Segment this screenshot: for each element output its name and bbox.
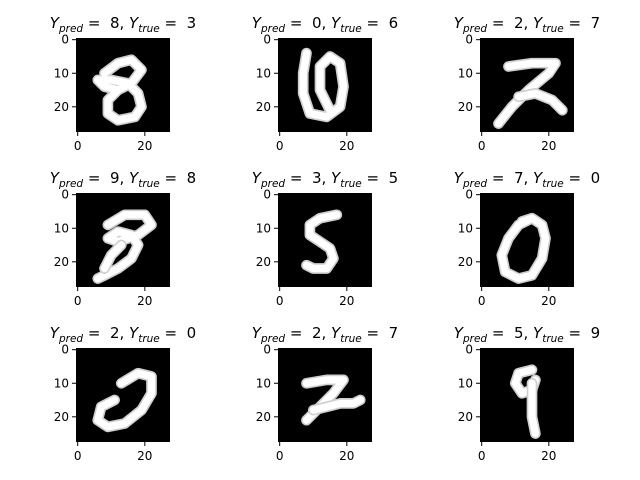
axes-frame	[76, 193, 170, 287]
digit-image	[493, 57, 568, 129]
axes-frame	[480, 38, 574, 132]
digit-image	[496, 212, 551, 284]
y-tick-label: 10	[54, 376, 69, 390]
subplot-1: 0 10 20 0 20 Ypred = 8, Ytrue = 3	[50, 14, 196, 153]
digit-image	[297, 47, 349, 123]
subplot-3: 0 10 20 0 20 Ypred = 2, Ytrue = 7	[454, 14, 600, 153]
axes-frame	[278, 193, 372, 287]
y-tick-label: 20	[458, 255, 473, 269]
subplot-6: 0 10 20 0 20 Ypred = 7, Ytrue = 0	[454, 169, 600, 308]
subplot-5: 0 10 20 0 20 Ypred = 3, Ytrue = 5	[252, 169, 398, 308]
digit-image	[509, 364, 541, 439]
subplot-7: 0 10 20 0 20 Ypred = 2, Ytrue = 0	[50, 324, 196, 463]
subplot-9: 0 10 20 0 20 Ypred = 5, Ytrue = 9	[454, 324, 600, 463]
x-tick-label: 0	[276, 449, 284, 463]
y-tick-label: 0	[465, 343, 473, 357]
subplot-title: Ypred = 8, Ytrue = 3	[50, 14, 196, 35]
x-tick-label: 20	[137, 294, 152, 308]
digit-stroke	[528, 379, 540, 438]
y-tick-label: 20	[256, 410, 271, 424]
subplot-4: 0 10 20 0 20 Ypred = 9, Ytrue = 8	[50, 169, 196, 308]
x-tick-label: 0	[74, 294, 82, 308]
y-tick-label: 0	[61, 188, 69, 202]
y-tick-label: 0	[263, 33, 271, 47]
x-tick-label: 20	[339, 449, 354, 463]
y-tick-label: 0	[263, 188, 271, 202]
subplot-8: 0 10 20 0 20 Ypred = 2, Ytrue = 7	[252, 324, 398, 463]
digit-stroke	[299, 49, 348, 121]
y-tick-label: 0	[465, 188, 473, 202]
x-tick-label: 0	[478, 294, 486, 308]
y-tick-label: 20	[458, 410, 473, 424]
x-tick-label: 0	[478, 449, 486, 463]
digit-image	[301, 209, 343, 274]
axes-frame	[278, 348, 372, 442]
y-tick-label: 10	[256, 376, 271, 390]
subplot-title: Ypred = 2, Ytrue = 0	[50, 324, 196, 345]
y-tick-label: 20	[54, 100, 69, 114]
x-tick-label: 20	[137, 449, 152, 463]
x-tick-label: 0	[74, 139, 82, 153]
subplot-title: Ypred = 5, Ytrue = 9	[454, 324, 600, 345]
subplot-2: 0 10 20 0 20 Ypred = 0, Ytrue = 6	[252, 14, 398, 153]
digit-image	[301, 374, 366, 426]
digit-stroke	[100, 241, 126, 273]
x-tick-label: 0	[276, 294, 284, 308]
digit-stroke	[94, 369, 156, 431]
x-tick-label: 20	[137, 139, 152, 153]
axes-frame	[480, 348, 574, 442]
y-tick-label: 20	[54, 410, 69, 424]
x-tick-label: 0	[276, 139, 284, 153]
x-tick-label: 20	[339, 294, 354, 308]
y-tick-label: 0	[465, 33, 473, 47]
x-tick-label: 20	[541, 294, 556, 308]
y-tick-label: 10	[54, 66, 69, 80]
y-tick-label: 20	[256, 255, 271, 269]
subplot-title: Ypred = 7, Ytrue = 0	[454, 169, 600, 190]
digit-stroke	[94, 211, 156, 283]
y-tick-label: 10	[458, 66, 473, 80]
y-tick-label: 20	[458, 100, 473, 114]
y-tick-label: 20	[256, 100, 271, 114]
axes-frame	[76, 38, 170, 132]
y-tick-label: 10	[54, 221, 69, 235]
subplot-title: Ypred = 9, Ytrue = 8	[50, 169, 196, 190]
y-tick-label: 20	[54, 255, 69, 269]
x-tick-label: 0	[74, 449, 82, 463]
x-tick-label: 20	[541, 449, 556, 463]
digit-image	[92, 367, 157, 433]
subplot-title: Ypred = 2, Ytrue = 7	[454, 14, 600, 35]
x-tick-label: 0	[478, 139, 486, 153]
digit-stroke	[514, 89, 566, 114]
digit-stroke	[302, 211, 341, 273]
subplot-title: Ypred = 2, Ytrue = 7	[252, 324, 398, 345]
y-tick-label: 10	[256, 221, 271, 235]
digit-stroke	[94, 56, 146, 125]
digit-stroke	[309, 396, 364, 414]
y-tick-label: 10	[458, 376, 473, 390]
subplot-title: Ypred = 0, Ytrue = 6	[252, 14, 398, 35]
axes-frame	[278, 38, 372, 132]
axes-frame	[76, 348, 170, 442]
digit-stroke	[494, 59, 560, 128]
digit-stroke	[498, 214, 550, 283]
digit-image	[92, 209, 157, 284]
digit-image	[92, 54, 147, 126]
axes-frame	[480, 193, 574, 287]
y-tick-label: 0	[61, 343, 69, 357]
y-tick-label: 10	[256, 66, 271, 80]
y-tick-label: 10	[458, 221, 473, 235]
y-tick-label: 0	[263, 343, 271, 357]
y-tick-label: 0	[61, 33, 69, 47]
x-tick-label: 20	[541, 139, 556, 153]
x-tick-label: 20	[339, 139, 354, 153]
subplot-title: Ypred = 3, Ytrue = 5	[252, 169, 398, 190]
